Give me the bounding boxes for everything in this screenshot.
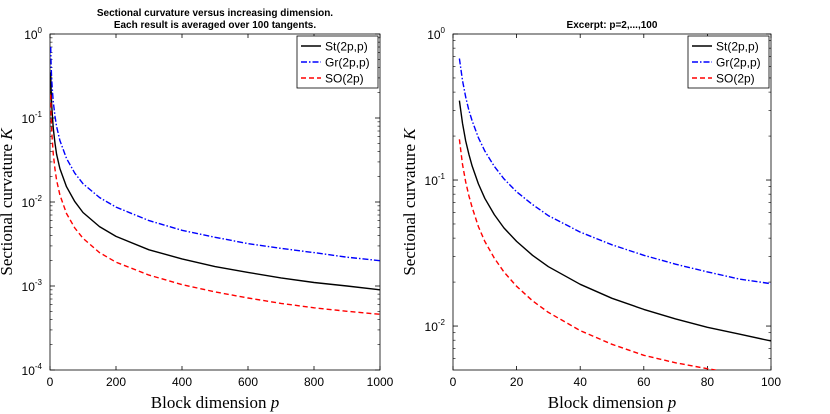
y-tick-label: 10-1 [425,172,446,188]
x-axis-label: Block dimension p [548,393,676,412]
series-line-so-2p- [458,139,720,370]
legend-label: SO(2p) [716,72,755,86]
legend-box [296,35,379,89]
x-tick-label: 80 [701,375,715,389]
plot-area [452,33,772,371]
y-tick-label: 10-2 [22,194,43,210]
x-tick-label: 20 [510,375,524,389]
x-tick-label: 800 [304,375,324,389]
chart-title: Excerpt: p=2,...,100 [567,20,658,31]
series-line-st-2p-p- [458,100,771,342]
x-tick-label: 1000 [367,375,394,389]
legend-label: Gr(2p,p) [325,56,370,70]
x-tick-label: 60 [637,375,651,389]
legend-label: St(2p,p) [716,40,759,54]
y-axis-label: Sectional curvature K [400,127,419,276]
chart-title: Sectional curvature versus increasing di… [97,8,333,19]
series-line-st-2p-p- [50,72,380,291]
y-tick-label: 10-2 [425,318,446,334]
y-tick-label: 100 [24,26,42,42]
legend: St(2p,p) Gr(2p,p) SO(2p) [296,35,379,89]
y-tick-label: 10-1 [22,110,43,126]
series-line-gr-2p-p- [458,58,771,285]
x-tick-label: 200 [106,375,126,389]
legend-label: St(2p,p) [325,40,368,54]
series-line-so-2p- [50,94,380,315]
legend-label: SO(2p) [325,72,364,86]
chart-2: Excerpt: p=2,...,100 0 20 40 60 80 100 10-2 10-1… [400,20,781,412]
legend-label: Gr(2p,p) [716,56,761,70]
legend: St(2p,p) Gr(2p,p) SO(2p) [687,35,770,89]
y-tick-label: 100 [427,26,445,42]
y-axis-label: Sectional curvature K [0,127,16,276]
x-axis-label: Block dimension p [151,393,279,412]
y-tick-label: 10-4 [22,362,43,378]
x-tick-label: 400 [172,375,192,389]
y-tick-label: 10-3 [22,278,43,294]
x-tick-label: 100 [761,375,781,389]
series-line-gr-2p-p- [50,46,380,262]
x-tick-label: 600 [238,375,258,389]
x-tick-label: 0 [47,375,54,389]
x-tick-label: 0 [450,375,457,389]
chart-title: Each result is averaged over 100 tangent… [114,20,317,31]
x-tick-label: 40 [574,375,588,389]
chart-1: Sectional curvature versus increasing di… [0,8,394,412]
